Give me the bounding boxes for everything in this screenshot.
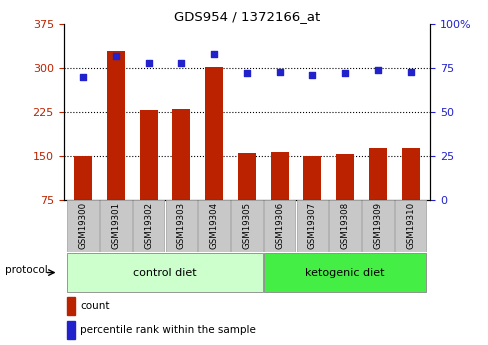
FancyBboxPatch shape: [67, 253, 262, 293]
Bar: [107, 51, 125, 244]
Bar: [205, 67, 223, 244]
Text: GSM19301: GSM19301: [111, 202, 120, 249]
Bar: [270, 152, 288, 244]
Text: count: count: [80, 301, 109, 311]
Text: GSM19305: GSM19305: [242, 202, 251, 249]
Point: [79, 74, 87, 80]
Text: percentile rank within the sample: percentile rank within the sample: [80, 325, 255, 335]
Text: GSM19306: GSM19306: [275, 202, 284, 249]
FancyBboxPatch shape: [296, 200, 327, 252]
Point: [112, 53, 120, 59]
Bar: [335, 154, 353, 244]
FancyBboxPatch shape: [67, 200, 99, 252]
FancyBboxPatch shape: [100, 200, 131, 252]
Point: [144, 60, 152, 66]
Point: [406, 69, 414, 75]
Title: GDS954 / 1372166_at: GDS954 / 1372166_at: [173, 10, 320, 23]
Point: [341, 71, 348, 76]
Point: [275, 69, 283, 75]
Bar: [67, 321, 75, 339]
Text: ketogenic diet: ketogenic diet: [305, 268, 384, 277]
Text: GSM19310: GSM19310: [406, 202, 414, 249]
Text: GSM19309: GSM19309: [373, 202, 382, 249]
Text: GSM19308: GSM19308: [340, 202, 349, 249]
Text: GSM19302: GSM19302: [144, 202, 153, 249]
Point: [243, 71, 250, 76]
Bar: [303, 156, 321, 244]
Text: GSM19303: GSM19303: [177, 202, 185, 249]
Text: GSM19300: GSM19300: [79, 202, 87, 249]
Point: [177, 60, 185, 66]
Text: control diet: control diet: [133, 268, 197, 277]
FancyBboxPatch shape: [165, 200, 197, 252]
FancyBboxPatch shape: [198, 200, 229, 252]
Text: GSM19307: GSM19307: [307, 202, 316, 249]
FancyBboxPatch shape: [329, 200, 360, 252]
FancyBboxPatch shape: [133, 200, 164, 252]
Bar: [172, 109, 190, 244]
FancyBboxPatch shape: [362, 200, 393, 252]
Bar: [238, 153, 255, 244]
Bar: [401, 148, 419, 244]
Text: GSM19304: GSM19304: [209, 202, 218, 249]
Bar: [368, 148, 386, 244]
FancyBboxPatch shape: [394, 200, 426, 252]
FancyBboxPatch shape: [231, 200, 262, 252]
Point: [308, 72, 316, 78]
FancyBboxPatch shape: [264, 253, 426, 293]
FancyBboxPatch shape: [264, 200, 295, 252]
Point: [373, 67, 381, 73]
Text: protocol: protocol: [5, 266, 48, 275]
Bar: [140, 110, 158, 244]
Bar: [67, 297, 75, 315]
Bar: [74, 156, 92, 244]
Point: [210, 51, 218, 57]
